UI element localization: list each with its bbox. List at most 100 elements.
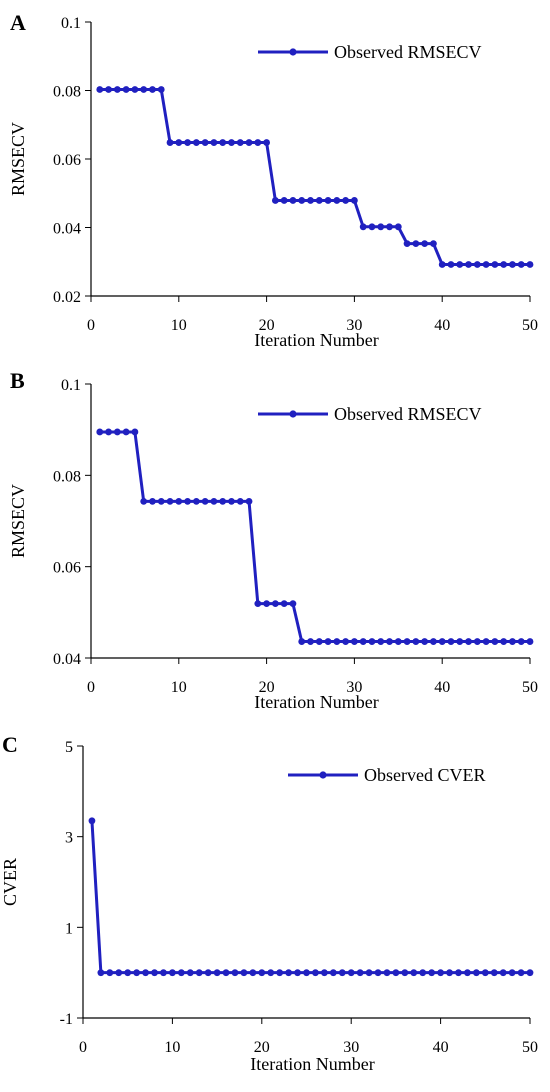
data-point	[96, 428, 104, 436]
chart-panel-c: 0 10 20 30 40 50 -1 1 3 5 Iteration Number CVER C Obs…	[0, 732, 538, 1074]
data-point	[482, 638, 490, 645]
data-point	[177, 969, 185, 977]
data-point	[105, 428, 112, 436]
data-point	[307, 197, 314, 204]
data-point	[430, 638, 437, 645]
data-point	[303, 969, 310, 977]
data-point	[473, 638, 481, 645]
data-point	[386, 638, 393, 645]
data-point	[342, 638, 350, 645]
data-point	[149, 86, 156, 93]
data-point	[315, 638, 323, 645]
y-tick-label: 0.04	[53, 221, 81, 238]
series-line	[99, 87, 530, 266]
data-point	[456, 261, 464, 268]
data-point	[465, 261, 472, 268]
data-point	[113, 428, 121, 436]
x-axis-label: Iteration Number	[254, 330, 378, 350]
data-point	[245, 497, 253, 505]
data-point	[430, 240, 437, 247]
data-point	[142, 969, 149, 977]
data-point	[184, 139, 191, 146]
legend-label: Observed CVER	[364, 765, 485, 785]
data-point	[517, 969, 525, 977]
data-point	[157, 86, 165, 93]
data-point	[186, 969, 194, 977]
data-point	[124, 969, 132, 977]
data-point	[131, 428, 139, 436]
x-tick-label: 40	[433, 1039, 449, 1056]
data-point	[368, 223, 376, 231]
data-point	[517, 261, 525, 268]
data-point	[394, 638, 402, 645]
data-point	[195, 969, 203, 977]
data-point	[96, 86, 104, 93]
y-tick-label: 5	[65, 739, 73, 756]
data-point	[428, 969, 436, 977]
data-point	[113, 86, 121, 93]
data-point	[312, 969, 319, 977]
data-point	[315, 197, 323, 204]
legend-marker	[289, 410, 297, 418]
panel-label: A	[10, 10, 26, 35]
data-point	[499, 969, 507, 977]
data-point	[140, 86, 148, 93]
data-point	[356, 969, 364, 977]
data-point	[263, 600, 270, 608]
x-tick-label: 30	[346, 679, 362, 696]
x-tick-label: 30	[343, 1039, 359, 1056]
data-point	[231, 969, 239, 977]
x-axis-label: Iteration Number	[250, 1054, 374, 1074]
series-line	[90, 820, 530, 975]
x-tick-label: 10	[171, 679, 187, 696]
data-point	[394, 223, 402, 231]
y-tick-label: 0.06	[53, 560, 81, 577]
data-point	[240, 969, 248, 977]
data-point	[447, 638, 455, 645]
data-point	[115, 969, 123, 977]
data-point	[473, 261, 481, 268]
data-point	[213, 969, 221, 977]
data-point	[472, 969, 480, 977]
data-point	[271, 600, 279, 608]
data-point	[149, 497, 156, 505]
data-point	[421, 638, 429, 645]
data-point	[192, 497, 200, 505]
data-point	[105, 86, 112, 93]
x-tick-label: 20	[259, 317, 275, 334]
data-point	[263, 139, 270, 146]
data-point	[508, 969, 516, 977]
data-point	[482, 261, 490, 268]
data-point	[184, 497, 191, 505]
data-point	[359, 223, 367, 231]
data-point	[131, 86, 139, 93]
data-point	[347, 969, 355, 977]
data-point	[157, 497, 165, 505]
data-point	[192, 139, 200, 146]
data-point	[88, 817, 96, 825]
data-point	[151, 969, 158, 977]
data-point	[219, 139, 227, 146]
panel-label: C	[2, 732, 18, 757]
data-point	[412, 638, 420, 645]
x-tick-label: 20	[259, 679, 275, 696]
data-point	[491, 261, 499, 268]
x-tick-label: 50	[522, 1039, 538, 1056]
data-point	[169, 969, 176, 977]
y-tick-label: 0.04	[53, 651, 81, 668]
data-point	[412, 240, 420, 247]
data-point	[438, 638, 446, 645]
data-point	[201, 139, 209, 146]
y-axis-label: CVER	[0, 858, 20, 906]
data-point	[526, 261, 534, 268]
data-point	[421, 240, 429, 247]
data-point	[175, 139, 183, 146]
data-point	[320, 969, 328, 977]
y-axis-label: RMSECV	[8, 122, 28, 196]
data-point	[204, 969, 212, 977]
data-point	[201, 497, 209, 505]
data-point	[219, 497, 227, 505]
data-point	[377, 638, 385, 645]
data-point	[267, 969, 275, 977]
data-point	[122, 86, 130, 93]
